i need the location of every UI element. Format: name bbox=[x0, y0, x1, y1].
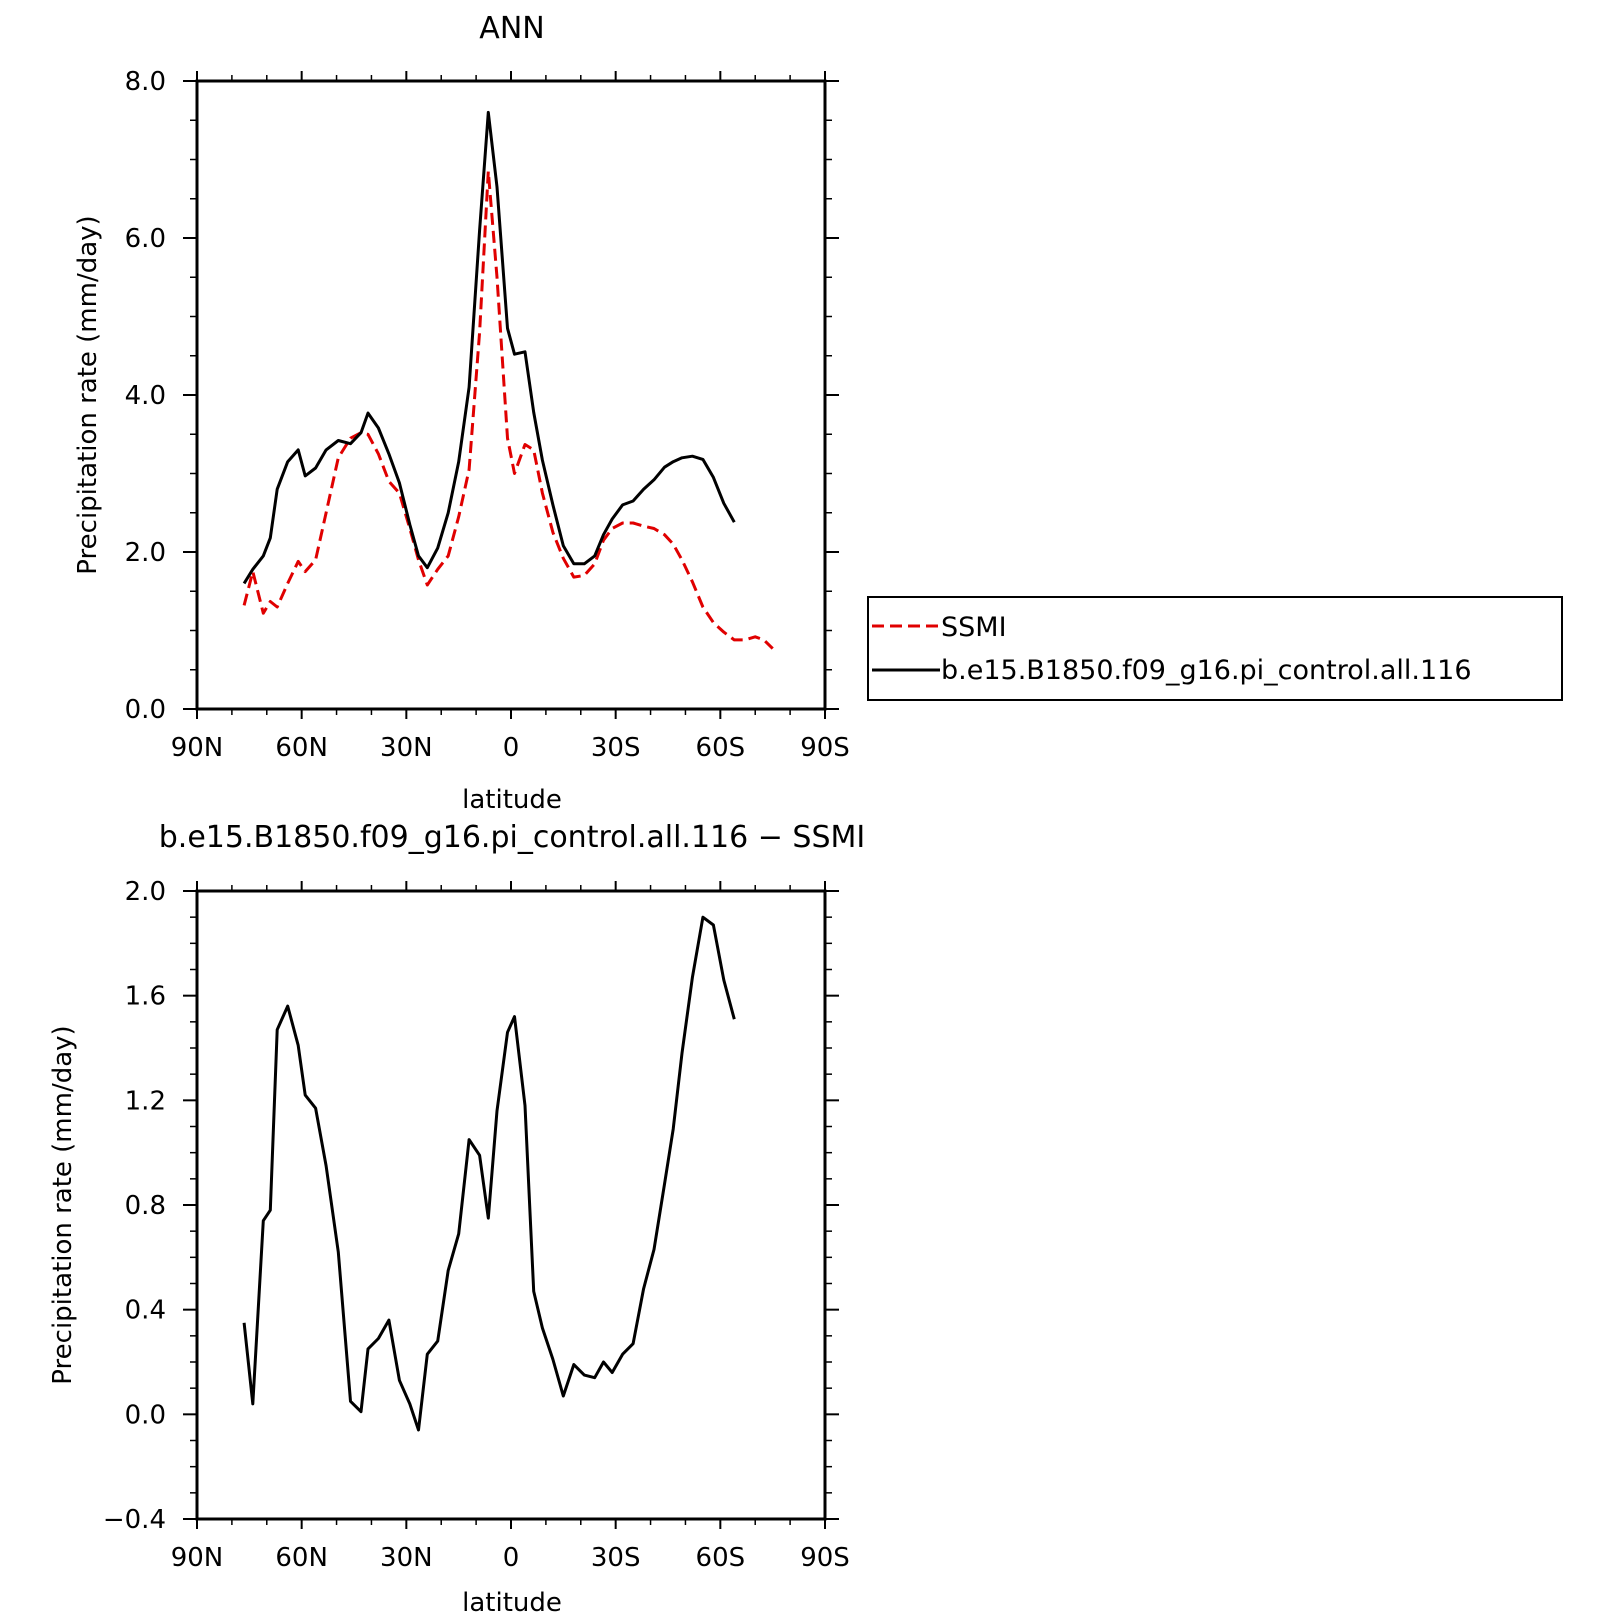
y-tick-label: 1.6 bbox=[125, 982, 166, 1012]
series-line-0 bbox=[242, 915, 736, 1432]
plot-frame bbox=[195, 79, 827, 711]
legend-label-ssmi: SSMI bbox=[941, 612, 1007, 643]
series-lines bbox=[242, 915, 736, 1432]
series-lines bbox=[242, 110, 774, 650]
y-tick-label: 8.0 bbox=[125, 67, 166, 97]
x-tick-label: 0 bbox=[503, 733, 520, 763]
y-tick-label: 0.0 bbox=[125, 695, 166, 725]
x-tick-label: 60S bbox=[696, 1543, 746, 1573]
legend: SSMI b.e15.B1850.f09_g16.pi_control.all.… bbox=[867, 596, 1563, 701]
plot-frame bbox=[195, 889, 827, 1521]
x-tick-labels: 90N 60N 30N 0 30S 60S 90S bbox=[171, 1543, 850, 1573]
x-tick-label: 30S bbox=[591, 1543, 641, 1573]
x-tick-label: 60N bbox=[275, 733, 328, 763]
chart-title: b.e15.B1850.f09_g16.pi_control.all.116 −… bbox=[159, 820, 865, 855]
ann-precipitation-panel: ANN 0.02.04.06.08.0 90N 60N 30N 0 30S 60S 90S … bbox=[73, 11, 1563, 815]
chart-title: ANN bbox=[479, 11, 544, 46]
series-line-0 bbox=[242, 169, 774, 650]
difference-panel: b.e15.B1850.f09_g16.pi_control.all.116 −… bbox=[48, 820, 865, 1618]
y-tick-label: 2.0 bbox=[125, 538, 166, 568]
x-tick-label: 30S bbox=[591, 733, 641, 763]
x-tick-label: 60S bbox=[696, 733, 746, 763]
y-axis-label: Precipitation rate (mm/day) bbox=[73, 215, 103, 574]
series-line-1 bbox=[242, 110, 736, 585]
x-tick-labels: 90N 60N 30N 0 30S 60S 90S bbox=[171, 733, 850, 763]
x-tick-label: 90N bbox=[171, 1543, 224, 1573]
y-tick-label: 0.8 bbox=[125, 1191, 166, 1221]
y-tick-label: 4.0 bbox=[125, 381, 166, 411]
y-tick-label: −0.4 bbox=[103, 1505, 166, 1535]
x-tick-label: 30N bbox=[380, 1543, 433, 1573]
y-tick-label: 0.0 bbox=[125, 1400, 166, 1430]
y-tick-label: 6.0 bbox=[125, 224, 166, 254]
y-tick-label: 0.4 bbox=[125, 1296, 166, 1326]
x-tick-label: 90N bbox=[171, 733, 224, 763]
x-tick-label: 90S bbox=[800, 1543, 850, 1573]
x-tick-label: 30N bbox=[380, 733, 433, 763]
x-tick-label: 60N bbox=[275, 1543, 328, 1573]
axis-ticks bbox=[183, 881, 839, 1529]
legend-box bbox=[867, 596, 1563, 701]
axis-ticks bbox=[183, 71, 839, 719]
y-tick-labels: 0.0 2.0 4.0 6.0 8.0 bbox=[125, 67, 166, 725]
x-tick-label: 0 bbox=[503, 1543, 520, 1573]
y-tick-labels: −0.4 0.0 0.4 0.8 1.2 1.6 2.0 bbox=[103, 877, 166, 1535]
x-tick-label: 90S bbox=[800, 733, 850, 763]
x-axis-label: latitude bbox=[462, 785, 562, 815]
y-tick-label: 1.2 bbox=[125, 1086, 166, 1116]
y-tick-label: 2.0 bbox=[125, 877, 166, 907]
legend-label-model: b.e15.B1850.f09_g16.pi_control.all.116 bbox=[941, 655, 1472, 686]
x-axis-label: latitude bbox=[462, 1588, 562, 1618]
y-axis-label: Precipitation rate (mm/day) bbox=[48, 1025, 78, 1384]
